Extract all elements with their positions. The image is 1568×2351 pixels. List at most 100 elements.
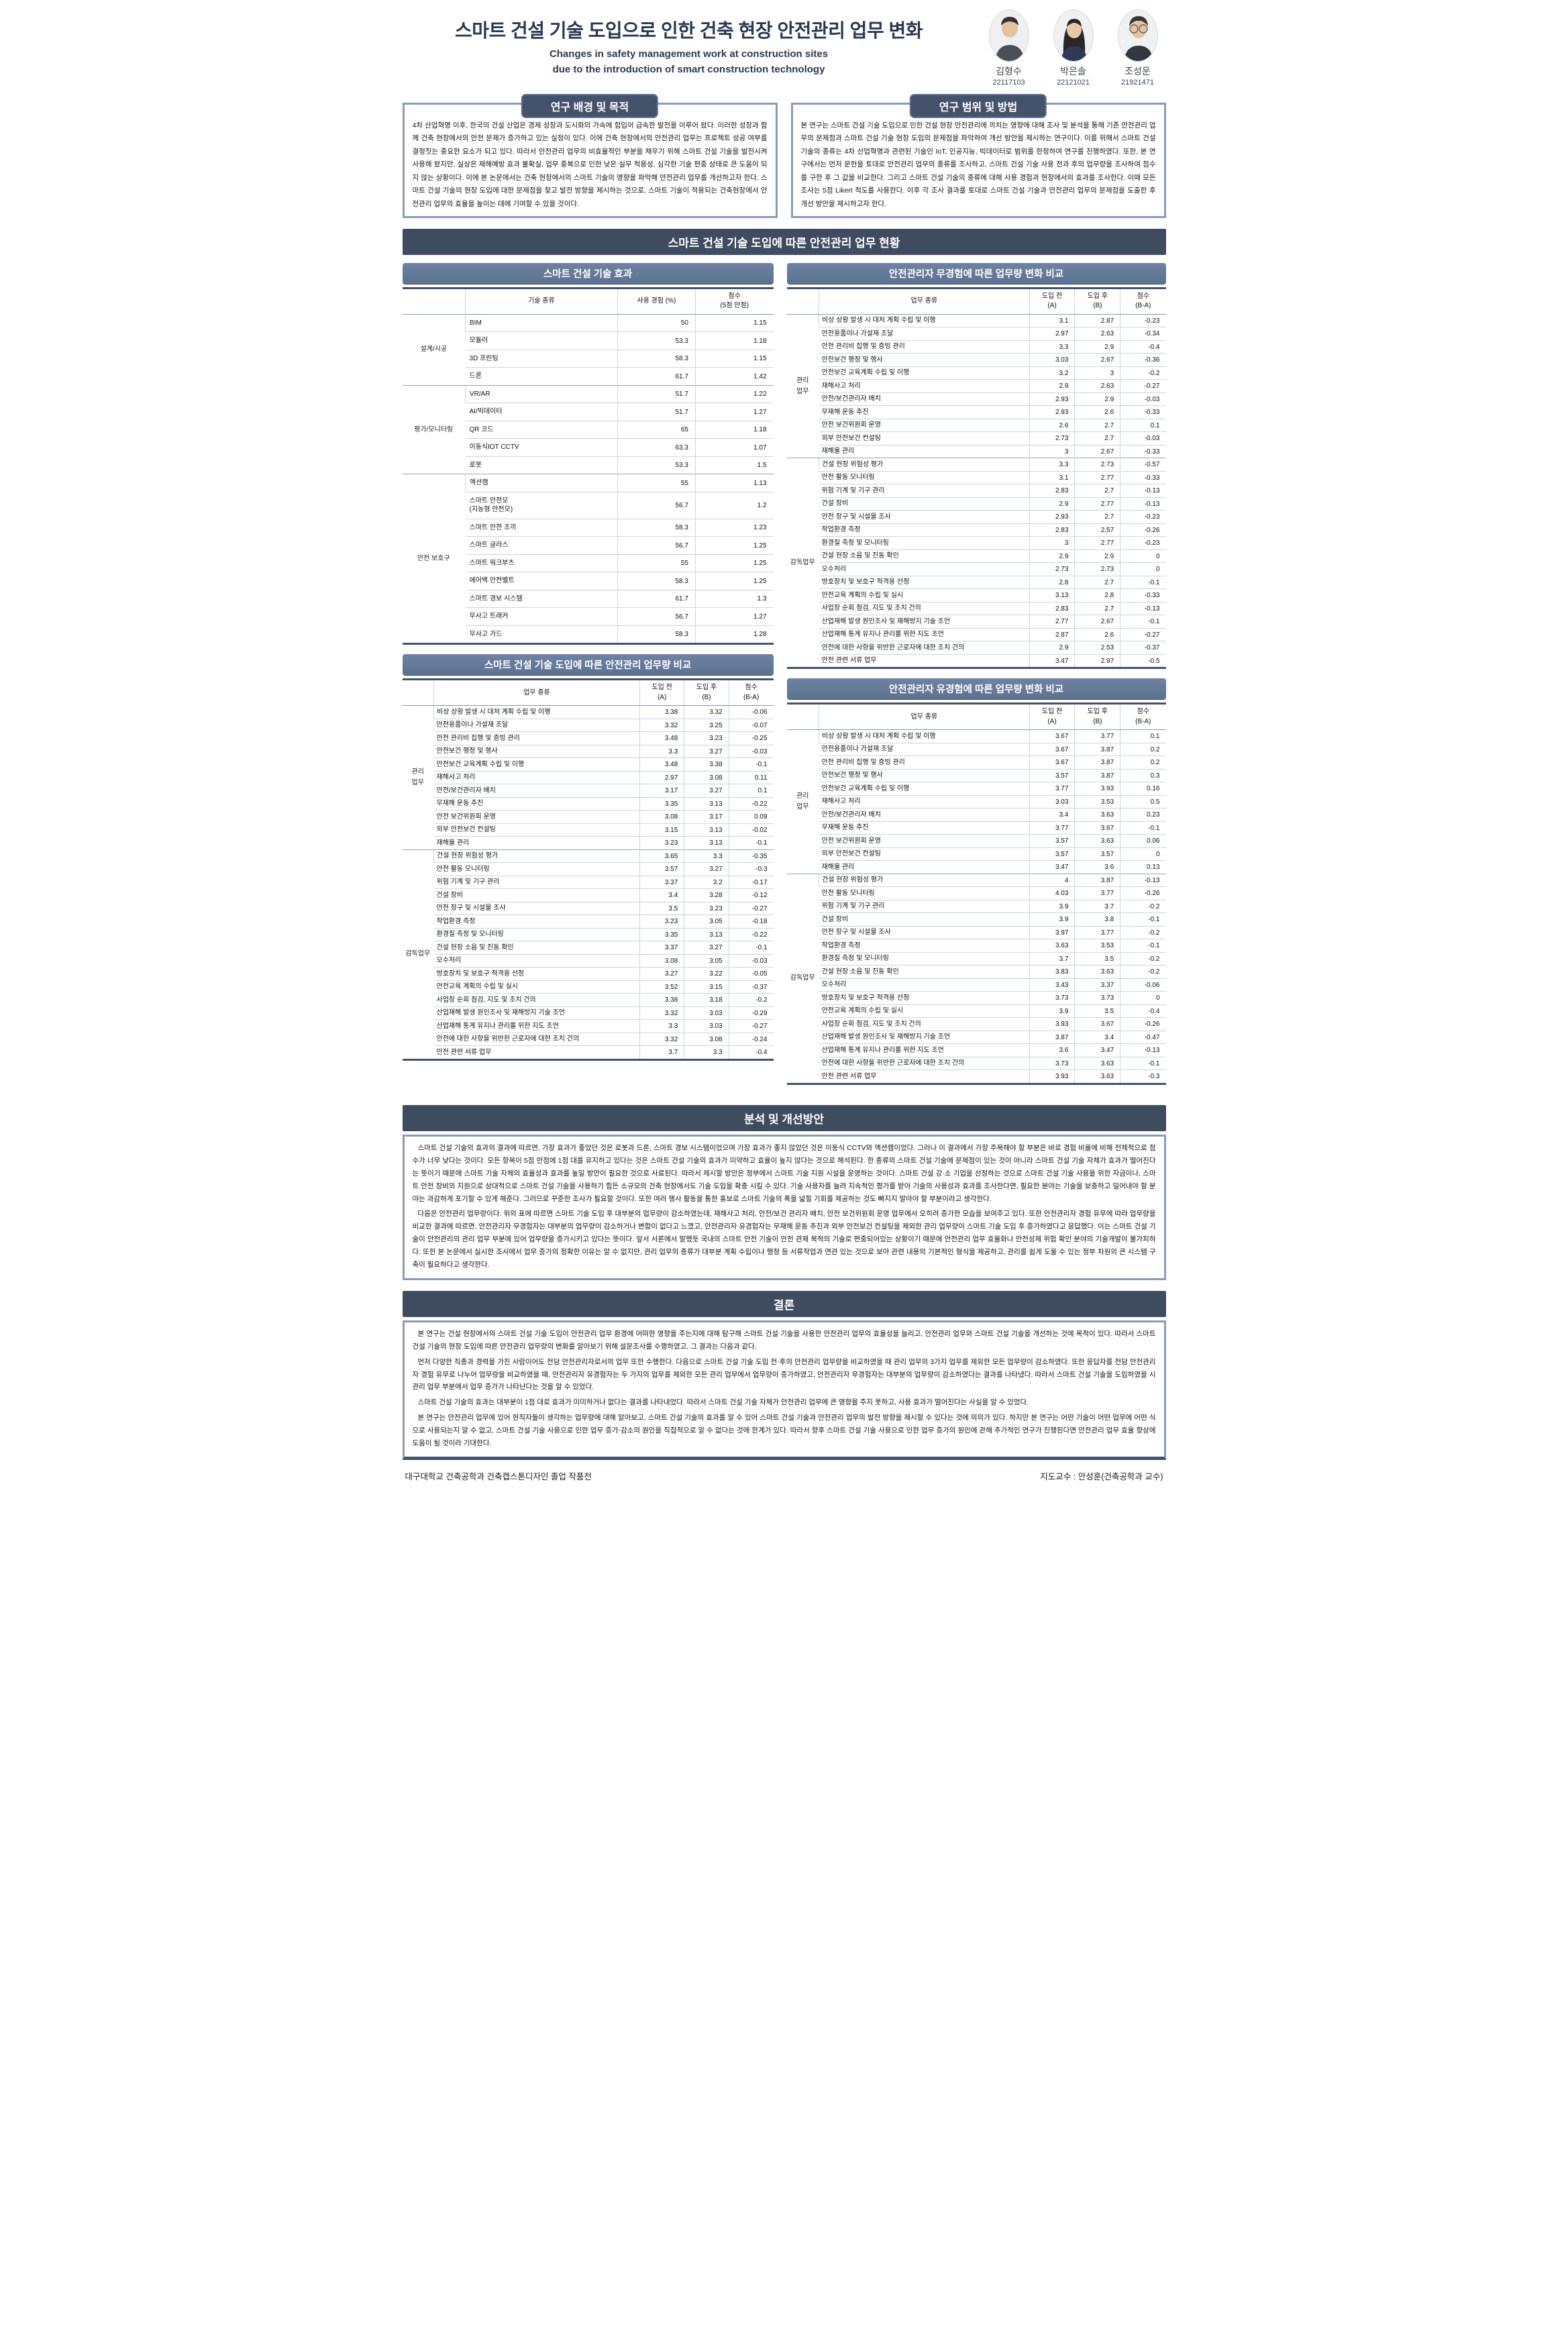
value-cell: 0.11 <box>728 770 774 784</box>
row-label: 안전보건 교육계획 수립 및 이행 <box>819 366 1030 380</box>
experience-table: 업무 종류 도입 전 (A) 도입 후 (B) 점수 (B-A) 관리 업무 비상 상황 … <box>786 702 1166 1085</box>
row-label: 산업재해 발생 원인조사 및 재해방지 기술 조언 <box>819 615 1030 629</box>
author-name: 박은솔 <box>1060 66 1086 76</box>
value-cell: -0.33 <box>1120 588 1166 603</box>
page-title: 스마트 건설 기술 도입으로 인한 건축 현장 안전관리 업무 변화 <box>454 20 923 41</box>
row-label: 안전 관리비 집행 및 증빙 관리 <box>819 755 1030 770</box>
value-cell: 2.67 <box>1074 615 1120 629</box>
value-cell: 3.9 <box>1029 899 1075 913</box>
value-cell: -0.33 <box>1120 470 1166 484</box>
value-cell: 2.73 <box>1029 562 1075 576</box>
value-cell: 3.17 <box>639 784 684 798</box>
row-label: 오수처리 <box>433 953 640 968</box>
value-cell: -0.27 <box>1120 627 1166 641</box>
row-label: 환경질 측정 및 모니터링 <box>819 536 1030 550</box>
group-label: 안전 보호구 <box>402 474 466 644</box>
value-cell: -0.27 <box>728 1019 774 1033</box>
row-label: 비상 상황 발생 시 대처 계획 수립 및 이행 <box>433 705 640 719</box>
page-subtitle: Changes in safety management work at con… <box>403 47 976 77</box>
title-block: 스마트 건설 기술 도입으로 인한 건축 현장 안전관리 업무 변화 Chang… <box>403 7 976 77</box>
table-row: 안전보건 교육계획 수립 및 이행 3.48 3.38 -0.1 <box>403 757 774 772</box>
value-cell: 3.32 <box>639 718 684 732</box>
table-row: 드론 61.7 1.42 <box>403 367 774 386</box>
table-row: 관리 업무 비상 상황 발생 시 대처 계획 수립 및 이행 3.38 3.32 -0.… <box>402 705 774 850</box>
column-header: 도입 후 (B) <box>684 679 729 707</box>
value-cell: -0.1 <box>728 836 774 850</box>
value-cell: 3.9 <box>1029 912 1075 927</box>
value-cell: 1.18 <box>694 420 774 439</box>
column-header: 도입 후 (B) <box>1074 703 1120 731</box>
row-label: 작업환경 측정 <box>819 523 1030 537</box>
row-label: 건설 장비 <box>819 912 1030 927</box>
table-row: 오수처리 2.73 2.73 0 <box>787 562 1166 576</box>
value-cell: 3.27 <box>684 862 729 876</box>
row-label: 비상 상황 발생 시 대처 계획 수립 및 이행 <box>819 313 1030 327</box>
row-label: 위험 기계 및 기구 관리 <box>819 899 1030 913</box>
value-cell: 3.57 <box>1029 834 1075 848</box>
row-label: 건설 현장 위험성 평가 <box>819 458 1030 472</box>
row-label: 안전에 대한 사항을 위반한 근로자에 대한 조치 건의 <box>433 1032 640 1046</box>
row-label: 안전교육 계획의 수립 및 실시 <box>819 588 1030 603</box>
row-label: 안전 활동 모니터링 <box>819 470 1030 484</box>
table-row: 안전에 대한 사항을 위반한 근로자에 대한 조치 건의 2.9 2.53 -0.37 <box>787 641 1166 655</box>
value-cell: -0.57 <box>1120 458 1166 472</box>
value-cell: 2.9 <box>1074 339 1120 354</box>
paragraph: 본 연구는 안전관리 업무에 있어 현직자들이 생각하는 업무량에 대해 알아보… <box>412 1414 1156 1447</box>
value-cell: 2.67 <box>1074 353 1120 367</box>
value-cell: 1.15 <box>694 349 774 368</box>
value-cell: 51.7 <box>617 403 696 421</box>
value-cell: 3.08 <box>684 770 729 784</box>
value-cell: 2.63 <box>1074 327 1120 341</box>
value-cell: 2.73 <box>1074 562 1120 576</box>
value-cell: 0.1 <box>728 784 774 798</box>
value-cell: 3.48 <box>639 757 684 772</box>
table-row: 안전교육 계획의 수립 및 실시 3.13 2.8 -0.33 <box>787 588 1166 603</box>
table-row: 환경질 측정 및 모니터링 3.35 3.13 -0.22 <box>403 927 774 941</box>
value-cell: 3.9 <box>1029 1004 1075 1018</box>
value-cell: -0.2 <box>1120 899 1166 913</box>
value-cell: -0.07 <box>728 718 774 732</box>
value-cell: 0.3 <box>1120 768 1166 782</box>
table-row: 안전보건 교육계획 수립 및 이행 3.77 3.93 0.16 <box>787 782 1166 796</box>
table-row: 안전/보건관리자 배치 2.93 2.9 -0.03 <box>787 392 1166 406</box>
value-cell: 3.8 <box>1074 912 1120 927</box>
workload-table-title: 스마트 건설 기술 도입에 따른 안전관리 업무량 비교 <box>402 654 774 676</box>
value-cell: 2.77 <box>1074 470 1120 484</box>
value-cell: -0.1 <box>1120 821 1166 835</box>
value-cell: -0.2 <box>1120 951 1166 965</box>
paragraph: 스마트 건설 기술의 효과는 대부분이 1점 대로 효과가 미미하거나 없다는 … <box>417 1398 1029 1407</box>
value-cell: 3.38 <box>684 757 729 772</box>
table-row: 감독업무 건설 현장 위험성 평가 3.65 3.3 -0.35 <box>402 849 774 1060</box>
table-row: 외부 안전보건 컨설팅 3.15 3.13 -0.02 <box>403 823 774 837</box>
value-cell: 3.5 <box>639 901 684 915</box>
value-cell: 1.2 <box>694 491 774 519</box>
value-cell: 1.27 <box>694 403 774 421</box>
author-photo <box>1053 9 1094 62</box>
value-cell: -0.3 <box>728 862 774 876</box>
value-cell: 1.27 <box>694 607 774 626</box>
value-cell: 3.22 <box>684 967 729 981</box>
table-row: 설계/시공 BIM 50 1.15 <box>402 313 774 386</box>
row-label: 환경질 측정 및 모니터링 <box>433 927 640 941</box>
row-label: 환경질 측정 및 모니터링 <box>819 951 1030 965</box>
value-cell: -0.26 <box>1120 523 1166 537</box>
author-card: 김형수 22117103 <box>982 9 1036 87</box>
value-cell: 3.7 <box>1074 899 1120 913</box>
person-silhouette-icon <box>1053 10 1093 61</box>
no-experience-table: 업무 종류 도입 전 (A) 도입 후 (B) 점수 (B-A) 관리 업무 비상 상황 … <box>786 286 1166 670</box>
value-cell: 56.7 <box>617 491 696 519</box>
row-label: 무재해 운동 추진 <box>433 796 640 811</box>
row-label: 안전용품이나 가설재 조달 <box>433 718 640 732</box>
value-cell: 3.28 <box>684 888 729 902</box>
value-cell: -0.13 <box>1120 873 1166 887</box>
value-cell: 2.73 <box>1029 431 1075 446</box>
value-cell: 2.7 <box>1074 418 1120 432</box>
row-label: 모듈러 <box>465 331 618 350</box>
value-cell: 2.6 <box>1029 418 1075 432</box>
value-cell: 3.83 <box>1029 965 1075 979</box>
table-row: 안전 장구 및 시설물 조사 3.97 3.77 -0.2 <box>787 925 1166 939</box>
row-label: 안전용품이나 가설재 조달 <box>819 742 1030 756</box>
table-row: 안전 보호구 액션캠 55 1.13 <box>402 474 774 644</box>
value-cell: 3.3 <box>684 849 729 863</box>
value-cell: 1.15 <box>694 313 774 332</box>
